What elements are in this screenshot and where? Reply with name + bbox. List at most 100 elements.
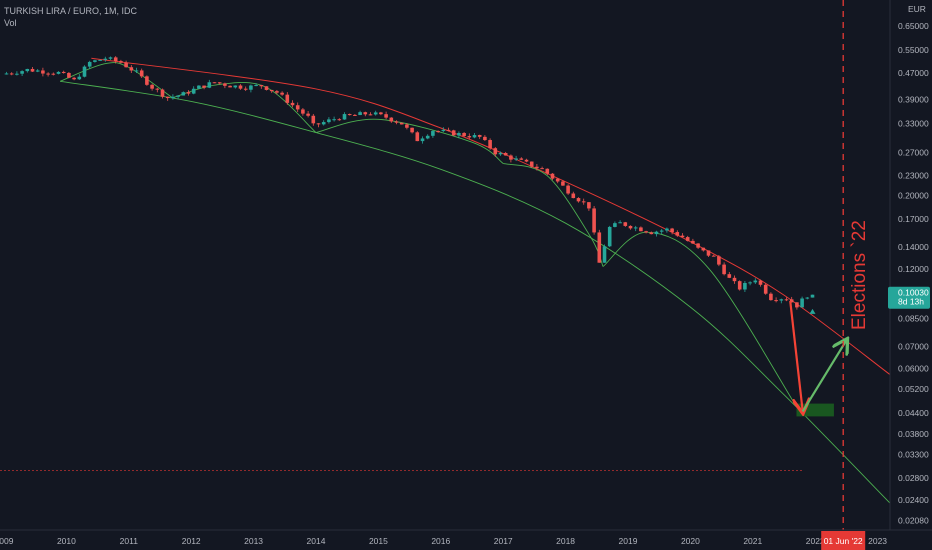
- candle-body: [675, 232, 680, 236]
- price-tick-label: 0.06000: [898, 364, 929, 374]
- candle-body: [129, 67, 134, 71]
- candle-body: [420, 138, 425, 142]
- candle-body: [727, 274, 732, 278]
- volume-legend[interactable]: Vol: [4, 18, 17, 28]
- candle-body: [155, 88, 160, 90]
- candle-body: [524, 159, 529, 162]
- time-tick-label: 2018: [556, 536, 575, 546]
- candle-body: [9, 73, 14, 75]
- candle-body: [467, 136, 472, 138]
- price-tick-label: 0.08500: [898, 313, 929, 323]
- price-tick-label: 0.03300: [898, 449, 929, 459]
- time-tick-label: 2010: [57, 536, 76, 546]
- candle-body: [51, 73, 56, 75]
- candle-body: [774, 300, 778, 302]
- candle-body: [238, 85, 243, 89]
- candle-body: [269, 89, 274, 92]
- price-tag-countdown: 8d 13h: [898, 297, 924, 307]
- candle-body: [347, 114, 352, 116]
- candle-body: [483, 136, 487, 141]
- up-arrow: [801, 340, 847, 413]
- candle-body: [285, 94, 290, 103]
- candle-body: [613, 223, 617, 227]
- candle-body: [581, 201, 586, 203]
- time-tick-label: 2013: [244, 536, 263, 546]
- candle-body: [639, 227, 643, 232]
- price-tick-label: 0.07000: [898, 341, 929, 351]
- candle-body: [529, 161, 534, 167]
- candle-body: [25, 68, 30, 72]
- candle-body: [540, 168, 544, 170]
- candle-body: [457, 133, 461, 136]
- candle-body: [436, 131, 440, 133]
- candle-body: [451, 130, 456, 136]
- price-tick-label: 0.04400: [898, 408, 929, 418]
- price-tick-label: 0.03800: [898, 429, 929, 439]
- candle-body: [342, 114, 347, 120]
- time-axis-bg: [0, 530, 932, 550]
- candle-body: [35, 70, 40, 72]
- support-arc-3: [315, 118, 504, 164]
- price-tick-label: 0.12000: [898, 264, 929, 274]
- candle-body: [810, 294, 815, 298]
- candle-body: [379, 112, 383, 115]
- candle-body: [737, 281, 742, 290]
- candle-body: [67, 72, 71, 78]
- price-tick-label: 0.27000: [898, 147, 929, 157]
- candle-body: [706, 250, 711, 256]
- symbol-legend[interactable]: TURKISH LIRA / EURO, 1M, IDC: [4, 6, 138, 16]
- price-tick-label: 0.65000: [898, 21, 929, 31]
- candle-body: [72, 77, 76, 80]
- candle-body: [259, 85, 264, 87]
- time-tick-label: 2009: [0, 536, 14, 546]
- candle-body: [15, 73, 19, 75]
- candle-body: [701, 247, 706, 251]
- candle-body: [659, 230, 664, 232]
- price-tick-label: 0.02800: [898, 473, 929, 483]
- price-tick-label: 0.17000: [898, 214, 929, 224]
- candle-body: [264, 86, 269, 90]
- candle-body: [46, 73, 50, 75]
- time-tick-label: 2012: [182, 536, 201, 546]
- candle-body: [561, 181, 565, 186]
- elections-annotation: Elections `22: [849, 220, 870, 330]
- price-tag-value: 0.10030: [898, 288, 929, 298]
- candle-body: [555, 178, 560, 182]
- time-tick-label: 2021: [743, 536, 762, 546]
- candle-body: [795, 302, 799, 308]
- candle-body: [587, 202, 591, 209]
- price-tick-label: 0.02400: [898, 495, 929, 505]
- candle-body: [732, 277, 737, 282]
- price-axis: EUR 0.65000 0.55000 0.47000 0.39000 0.33000 0.…: [888, 0, 932, 550]
- candle-body: [93, 60, 97, 62]
- candle-body: [399, 122, 404, 125]
- candle-body: [680, 235, 685, 238]
- candle-body: [498, 153, 503, 155]
- candle-body: [488, 140, 492, 149]
- candle-body: [181, 92, 186, 96]
- candle-body: [441, 129, 446, 132]
- candle-body: [415, 132, 420, 142]
- candle-body: [566, 185, 570, 194]
- candle-body: [503, 153, 508, 156]
- candle-body: [389, 117, 394, 122]
- candle-body: [789, 299, 794, 303]
- candle-body: [800, 298, 804, 308]
- candle-body: [358, 112, 362, 116]
- candle-body: [576, 198, 581, 202]
- candle-body: [446, 129, 451, 131]
- price-tag: [888, 286, 930, 309]
- candle-body: [228, 85, 232, 88]
- candle-body: [223, 83, 227, 86]
- candle-body: [254, 85, 258, 87]
- support-arc-1: [59, 62, 173, 99]
- chart-legend: TURKISH LIRA / EURO, 1M, IDC Vol: [4, 5, 137, 29]
- candle-body: [602, 246, 607, 263]
- candle-body: [290, 102, 295, 106]
- time-tick-label: 2017: [494, 536, 513, 546]
- candle-body: [275, 91, 279, 93]
- candle-body: [56, 71, 61, 74]
- candle-body: [124, 62, 128, 68]
- candle-body: [316, 123, 321, 125]
